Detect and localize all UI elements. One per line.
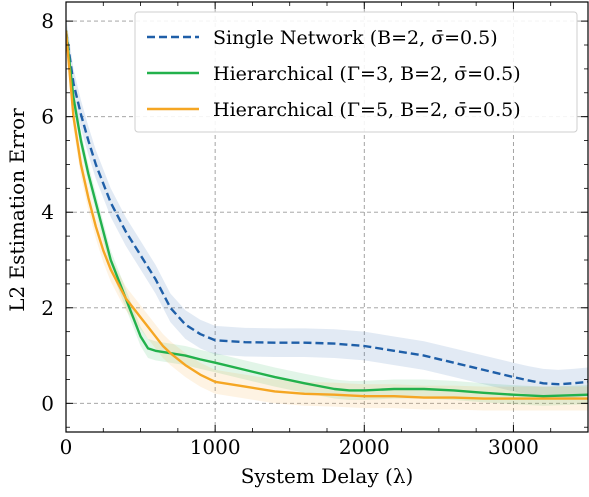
- x-tick-label: 1000: [190, 435, 241, 459]
- y-tick-label: 0: [41, 391, 54, 415]
- x-axis-title: System Delay (λ): [241, 464, 414, 488]
- y-tick-label: 4: [41, 200, 54, 224]
- legend-label-2: Hierarchical (Γ=3, B=2, σ̄=0.5): [213, 63, 521, 85]
- y-tick-label: 6: [41, 105, 54, 129]
- series-line-1: [66, 30, 588, 386]
- plot-frame: [65, 1, 589, 433]
- legend-label-1: Single Network (B=2, σ̄=0.5): [213, 27, 498, 49]
- series-line-2: [66, 30, 588, 398]
- legend-box: [134, 11, 578, 133]
- y-tick-label: 8: [41, 9, 54, 33]
- x-tick-label: 0: [60, 435, 73, 459]
- series-lines: [66, 30, 588, 400]
- series-line-3: [66, 30, 588, 400]
- y-tick-label: 2: [41, 296, 54, 320]
- x-tick-label: 3000: [488, 435, 539, 459]
- x-tick-label: 2000: [339, 435, 390, 459]
- legend-label-3: Hierarchical (Γ=5, B=2, σ̄=0.5): [213, 99, 521, 121]
- tick-labels: 0 1000 2000 3000 0 2 4 6 8: [41, 9, 539, 459]
- y-axis-title: L2 Estimation Error: [5, 108, 29, 312]
- legend: Single Network (B=2, σ̄=0.5) Hierarchical…: [134, 11, 578, 133]
